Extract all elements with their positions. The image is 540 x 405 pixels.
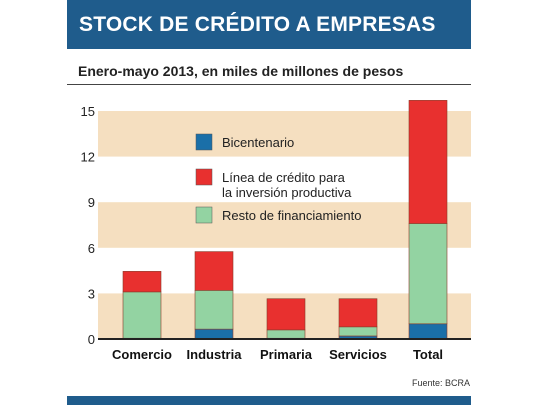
legend-label: Bicentenario (222, 135, 294, 150)
bar-segment (122, 291, 162, 339)
bar-segment (266, 329, 306, 339)
category-label: Primaria (260, 347, 313, 362)
bar-segment (194, 290, 234, 330)
bar-segment (408, 100, 448, 224)
category-label: Industria (187, 347, 243, 362)
source-note: Fuente: BCRA (412, 378, 471, 388)
legend-label: la inversión productiva (222, 185, 352, 200)
chart-title-bar: STOCK DE CRÉDITO A EMPRESAS (67, 0, 471, 49)
subtitle-divider (67, 84, 471, 85)
chart-title: STOCK DE CRÉDITO A EMPRESAS (79, 13, 436, 36)
y-tick-label: 3 (88, 286, 95, 301)
legend-label: Resto de financiamiento (222, 208, 361, 223)
y-tick-label: 6 (88, 241, 95, 256)
y-tick-label: 12 (81, 150, 95, 165)
chart-subtitle: Enero-mayo 2013, en miles de millones de… (78, 63, 404, 79)
y-tick-label: 0 (88, 332, 95, 347)
y-tick-label: 15 (81, 104, 95, 119)
bar-segment (338, 326, 378, 337)
bar-segment (338, 298, 378, 328)
bar-segment (194, 328, 234, 340)
footer-bar (67, 396, 471, 405)
category-label: Total (413, 347, 443, 362)
legend-swatch (195, 168, 213, 186)
bar-segment (408, 223, 448, 325)
bar-segment (122, 271, 162, 293)
legend-swatch (195, 206, 213, 224)
bar-segment (266, 298, 306, 331)
bar-segment (408, 323, 448, 340)
category-label: Comercio (112, 347, 172, 362)
bar-segment (194, 251, 234, 291)
y-tick-label: 9 (88, 195, 95, 210)
category-label: Servicios (329, 347, 387, 362)
legend-swatch (195, 133, 213, 151)
legend-label: Línea de crédito para (222, 170, 346, 185)
